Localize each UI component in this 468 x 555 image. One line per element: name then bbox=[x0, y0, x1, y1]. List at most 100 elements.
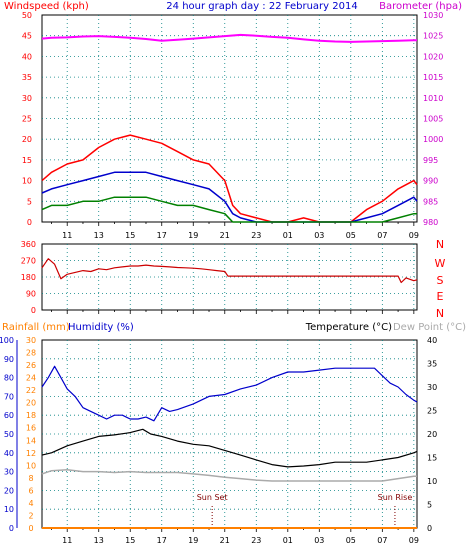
temperature-line bbox=[41, 428, 418, 468]
compass-label: N bbox=[436, 238, 444, 251]
rainfall-tick-label: 10 bbox=[26, 461, 36, 470]
temperature-x-tick-label: 19 bbox=[188, 536, 198, 545]
rainfall-tick-label: 14 bbox=[26, 436, 36, 445]
windspeed-axis-title: Windspeed (kph) bbox=[4, 1, 89, 12]
temperature-x-tick-label: 21 bbox=[220, 536, 230, 545]
temperature-x-tick-label: 17 bbox=[157, 536, 167, 545]
rainfall-tick-label: 12 bbox=[26, 449, 36, 458]
wind-direction-line bbox=[41, 258, 418, 284]
temperature-grid bbox=[16, 339, 418, 532]
humidity-tick-label: 60 bbox=[4, 411, 14, 420]
axis-labels: 0510152025303540455098098599099510001005… bbox=[0, 11, 446, 545]
average-line bbox=[41, 171, 418, 223]
humidity-tick-label: 30 bbox=[4, 468, 14, 477]
wind-x-tick-label: 21 bbox=[220, 231, 230, 240]
wind-x-tick-label: 13 bbox=[94, 231, 104, 240]
barometer-tick-label: 1005 bbox=[423, 115, 443, 124]
temperature-x-tick-label: 11 bbox=[62, 536, 72, 545]
barometer-tick-label: 1000 bbox=[423, 135, 443, 144]
gust-line bbox=[41, 134, 418, 223]
wind-x-tick-label: 23 bbox=[251, 231, 261, 240]
temperature-x-tick-label: 01 bbox=[283, 536, 293, 545]
direction-grid bbox=[41, 243, 418, 314]
wind-x-tick-label: 17 bbox=[157, 231, 167, 240]
lull-line bbox=[41, 196, 417, 223]
barometer-tick-label: 995 bbox=[423, 156, 438, 165]
sun-set-label: Sun Set bbox=[197, 493, 228, 502]
temperature-x-tick-label: 07 bbox=[377, 536, 387, 545]
barometer-tick-label: 1030 bbox=[423, 11, 443, 20]
temperature-x-tick-label: 15 bbox=[125, 536, 135, 545]
humidity-tick-label: 100 bbox=[0, 336, 14, 345]
rainfall-tick-label: 16 bbox=[26, 424, 36, 433]
rainfall-tick-label: 2 bbox=[28, 511, 33, 520]
barometer-line bbox=[41, 33, 417, 43]
direction-tick-label: 270 bbox=[21, 257, 36, 266]
barometer-tick-label: 985 bbox=[423, 197, 438, 206]
temperature-tick-label: 20 bbox=[427, 430, 437, 439]
temperature-tick-label: 5 bbox=[427, 501, 432, 510]
direction-tick-label: 180 bbox=[21, 273, 36, 282]
direction-tick-label: 90 bbox=[26, 290, 36, 299]
windspeed-tick-label: 30 bbox=[22, 94, 32, 103]
humidity-tick-label: 80 bbox=[4, 374, 14, 383]
compass-label: N bbox=[436, 307, 444, 320]
wind-x-tick-label: 07 bbox=[377, 231, 387, 240]
compass-label: W bbox=[435, 257, 446, 270]
temperature-x-tick-label: 09 bbox=[409, 536, 419, 545]
sun-rise-label: Sun Rise bbox=[378, 493, 413, 502]
humidity-tick-label: 0 bbox=[9, 524, 14, 533]
humidity-tick-label: 10 bbox=[4, 505, 14, 514]
windspeed-tick-label: 10 bbox=[22, 177, 32, 186]
humidity-line bbox=[41, 365, 418, 422]
wind-x-tick-label: 11 bbox=[62, 231, 72, 240]
direction-tick-label: 360 bbox=[21, 240, 36, 249]
rainfall-tick-label: 24 bbox=[26, 374, 36, 383]
rainfall-tick-label: 18 bbox=[26, 411, 36, 420]
rainfall-tick-label: 6 bbox=[28, 486, 33, 495]
windspeed-tick-label: 50 bbox=[22, 11, 32, 20]
rainfall-tick-label: 4 bbox=[28, 499, 33, 508]
barometer-tick-label: 1015 bbox=[423, 73, 443, 82]
windspeed-tick-label: 0 bbox=[27, 218, 32, 227]
rainfall-tick-label: 30 bbox=[26, 336, 36, 345]
humidity-tick-label: 50 bbox=[4, 430, 14, 439]
barometer-tick-label: 990 bbox=[423, 177, 438, 186]
dew-point-line bbox=[41, 468, 417, 482]
wind-x-tick-label: 03 bbox=[314, 231, 324, 240]
windspeed-tick-label: 15 bbox=[22, 156, 32, 165]
temperature-tick-label: 25 bbox=[427, 407, 437, 416]
rainfall-tick-label: 20 bbox=[26, 399, 36, 408]
rainfall-axis-title: Rainfall (mm) bbox=[2, 322, 70, 333]
rainfall-tick-label: 26 bbox=[26, 361, 36, 370]
barometer-tick-label: 1020 bbox=[423, 52, 443, 61]
barometer-tick-label: 1010 bbox=[423, 94, 443, 103]
humidity-tick-label: 40 bbox=[4, 449, 14, 458]
wind-x-tick-label: 15 bbox=[125, 231, 135, 240]
humidity-tick-label: 20 bbox=[4, 486, 14, 495]
temperature-tick-label: 15 bbox=[427, 454, 437, 463]
temperature-x-tick-label: 05 bbox=[346, 536, 356, 545]
temperature-axis-title: Temperature (°C) bbox=[305, 322, 392, 333]
temperature-x-tick-label: 13 bbox=[94, 536, 104, 545]
humidity-tick-label: 90 bbox=[4, 355, 14, 364]
windspeed-tick-label: 20 bbox=[22, 135, 32, 144]
direction-tick-label: 0 bbox=[31, 306, 36, 315]
temperature-tick-label: 40 bbox=[427, 336, 437, 345]
barometer-tick-label: 980 bbox=[423, 218, 438, 227]
humidity-tick-label: 70 bbox=[4, 392, 14, 401]
temperature-tick-label: 10 bbox=[427, 477, 437, 486]
temperature-tick-label: 30 bbox=[427, 383, 437, 392]
compass-label: S bbox=[437, 274, 444, 287]
rainfall-tick-label: 8 bbox=[28, 474, 33, 483]
temperature-tick-label: 35 bbox=[427, 360, 437, 369]
windspeed-tick-label: 25 bbox=[22, 115, 32, 124]
wind-x-tick-label: 19 bbox=[188, 231, 198, 240]
rainfall-tick-label: 22 bbox=[26, 386, 36, 395]
wind-grid bbox=[41, 14, 418, 226]
rainfall-tick-label: 28 bbox=[26, 349, 36, 358]
compass-label: E bbox=[437, 290, 444, 303]
wind-x-tick-label: 05 bbox=[346, 231, 356, 240]
rainfall-tick-label: 0 bbox=[28, 524, 33, 533]
